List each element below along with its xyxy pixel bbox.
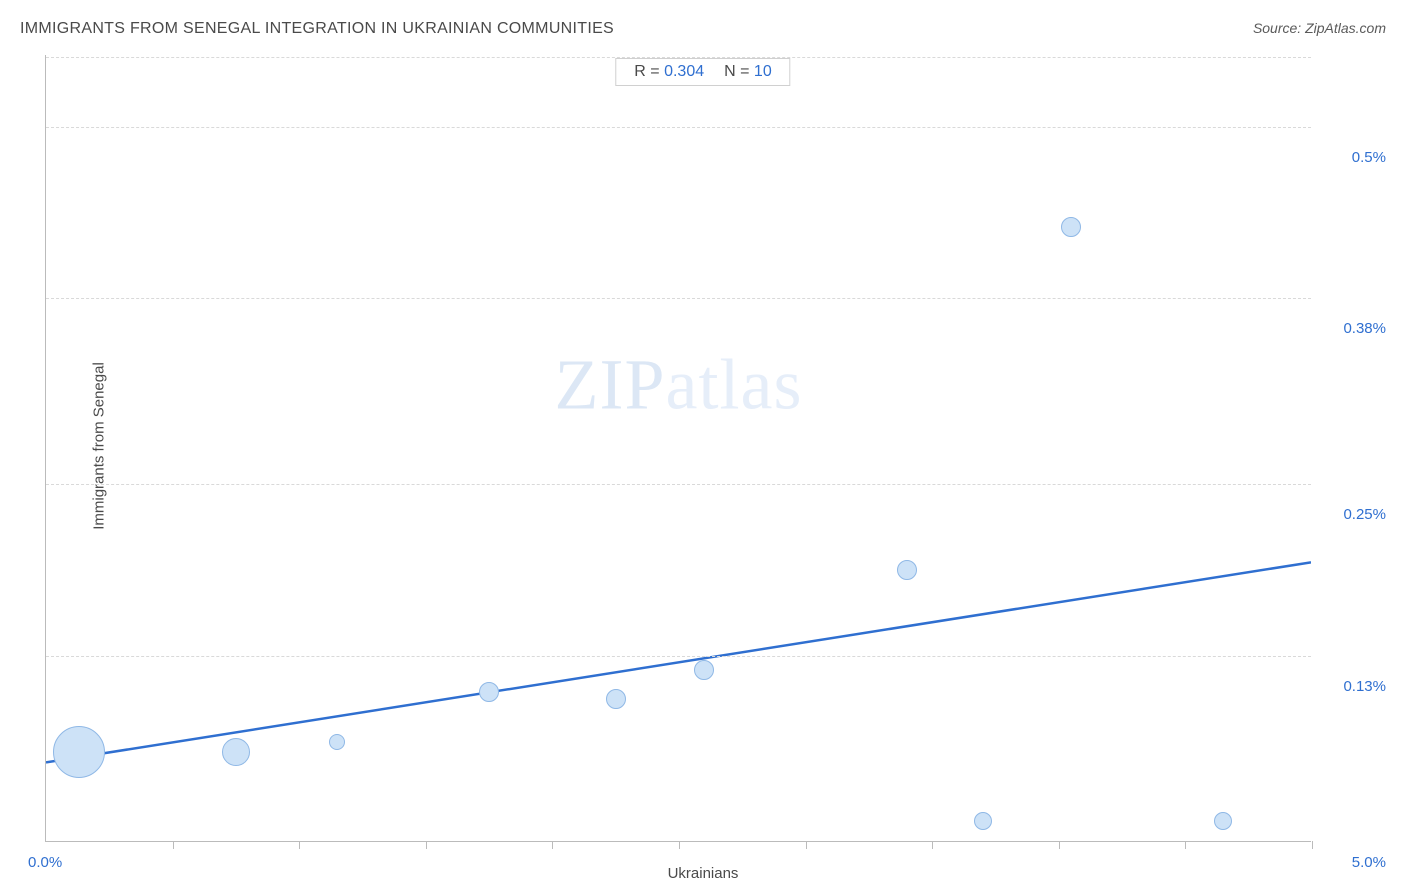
- y-tick-label: 0.5%: [1352, 149, 1386, 166]
- plot-region: ZIPatlas: [45, 55, 1311, 842]
- gridline: [46, 484, 1311, 485]
- x-tick: [1059, 841, 1060, 849]
- data-point[interactable]: [222, 738, 250, 766]
- x-tick: [299, 841, 300, 849]
- data-point[interactable]: [1061, 217, 1081, 237]
- source-attribution: Source: ZipAtlas.com: [1253, 20, 1386, 36]
- data-point[interactable]: [53, 726, 105, 778]
- x-tick: [932, 841, 933, 849]
- x-tick: [173, 841, 174, 849]
- data-point[interactable]: [694, 660, 714, 680]
- x-tick: [552, 841, 553, 849]
- x-max-label: 5.0%: [1352, 854, 1386, 871]
- data-point[interactable]: [329, 734, 345, 750]
- watermark-light: atlas: [666, 345, 803, 425]
- watermark-bold: ZIP: [555, 345, 666, 425]
- data-point[interactable]: [897, 560, 917, 580]
- watermark: ZIPatlas: [555, 344, 803, 427]
- stats-box: R = 0.304 N = 10: [615, 58, 790, 86]
- data-point[interactable]: [606, 689, 626, 709]
- regression-line: [46, 562, 1311, 762]
- gridline: [46, 656, 1311, 657]
- gridline: [46, 298, 1311, 299]
- r-stat: R = 0.304: [634, 63, 704, 81]
- x-tick: [426, 841, 427, 849]
- data-point[interactable]: [479, 682, 499, 702]
- n-value: 10: [754, 63, 772, 80]
- data-point[interactable]: [974, 812, 992, 830]
- x-axis-label: Ukrainians: [668, 865, 739, 882]
- x-tick: [679, 841, 680, 849]
- x-tick: [1312, 841, 1313, 849]
- y-tick-label: 0.38%: [1343, 320, 1386, 337]
- x-tick: [1185, 841, 1186, 849]
- gridline: [46, 127, 1311, 128]
- n-stat: N = 10: [724, 63, 772, 81]
- x-tick: [806, 841, 807, 849]
- chart-title: IMMIGRANTS FROM SENEGAL INTEGRATION IN U…: [20, 20, 614, 38]
- chart-plot-area: ZIPatlas: [45, 55, 1311, 842]
- trendline: [46, 55, 1311, 841]
- n-label: N =: [724, 63, 749, 80]
- data-point[interactable]: [1214, 812, 1232, 830]
- r-value: 0.304: [664, 63, 704, 80]
- y-tick-label: 0.25%: [1343, 506, 1386, 523]
- y-tick-label: 0.13%: [1343, 678, 1386, 695]
- r-label: R =: [634, 63, 659, 80]
- x-min-label: 0.0%: [28, 854, 62, 871]
